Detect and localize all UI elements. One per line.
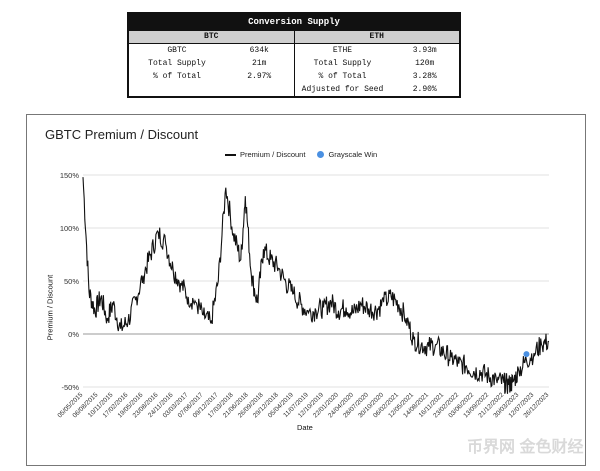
y-tick-label: 50% — [64, 277, 79, 286]
y-tick-label: 0% — [68, 330, 79, 339]
table-row: % of Total 2.97% — [129, 70, 294, 83]
row-value: 2.90% — [412, 85, 437, 94]
eth-column: ETH ETHE 3.93m Total Supply 120m % of To… — [293, 30, 460, 96]
row-label: % of Total — [152, 72, 201, 81]
row-label: Total Supply — [148, 59, 206, 68]
eth-header: ETH — [294, 30, 459, 44]
grayscale-win-point — [523, 351, 530, 358]
series-line-premium-discount — [82, 177, 550, 394]
legend-dot-swatch — [317, 151, 325, 158]
chart-legend: Premium / Discount Grayscale Win — [225, 150, 377, 159]
row-label: % of Total — [318, 72, 367, 81]
row-label: Total Supply — [313, 59, 372, 68]
table-row: ETHE 3.93m — [295, 44, 460, 57]
legend-label-premium: Premium / Discount — [240, 150, 306, 159]
row-label: Adjusted for Seed — [301, 85, 384, 94]
row-label: ETHE — [332, 46, 353, 55]
y-tick-label: 100% — [60, 224, 80, 233]
row-label: GBTC — [167, 46, 187, 55]
row-value: 634k — [249, 46, 269, 55]
row-value: 120m — [415, 59, 435, 68]
table-row: Total Supply 120m — [295, 57, 460, 70]
watermark: 币界网 金色财经 — [467, 439, 584, 456]
legend-label-grayscale-win: Grayscale Win — [328, 150, 378, 159]
legend-line-swatch — [225, 153, 236, 156]
btc-header: BTC — [129, 30, 294, 44]
row-value: 3.93m — [412, 46, 437, 55]
y-tick-label: 150% — [60, 171, 80, 180]
plot-area: 150%100%50%0%-50%05/05/201506/08/201510/… — [56, 171, 550, 419]
table-row: Total Supply 21m — [129, 57, 294, 70]
row-value: 3.28% — [412, 72, 437, 81]
btc-column: BTC GBTC 634k Total Supply 21m % of Tota… — [129, 30, 294, 96]
table-row: GBTC 634k — [129, 44, 294, 57]
x-axis-label: Date — [297, 423, 313, 432]
conversion-supply-table: Conversion Supply BTC GBTC 634k Total Su… — [127, 12, 461, 98]
y-tick-label: -50% — [61, 383, 79, 392]
chart-title: GBTC Premium / Discount — [45, 127, 199, 142]
row-value: 2.97% — [247, 72, 272, 81]
table-row: Adjusted for Seed 2.90% — [295, 83, 460, 96]
row-value: 21m — [252, 59, 267, 68]
chart-card: GBTC Premium / Discount Premium / Discou… — [26, 114, 586, 466]
table-row: % of Total 3.28% — [295, 70, 460, 83]
supply-table-title: Conversion Supply — [129, 14, 459, 30]
